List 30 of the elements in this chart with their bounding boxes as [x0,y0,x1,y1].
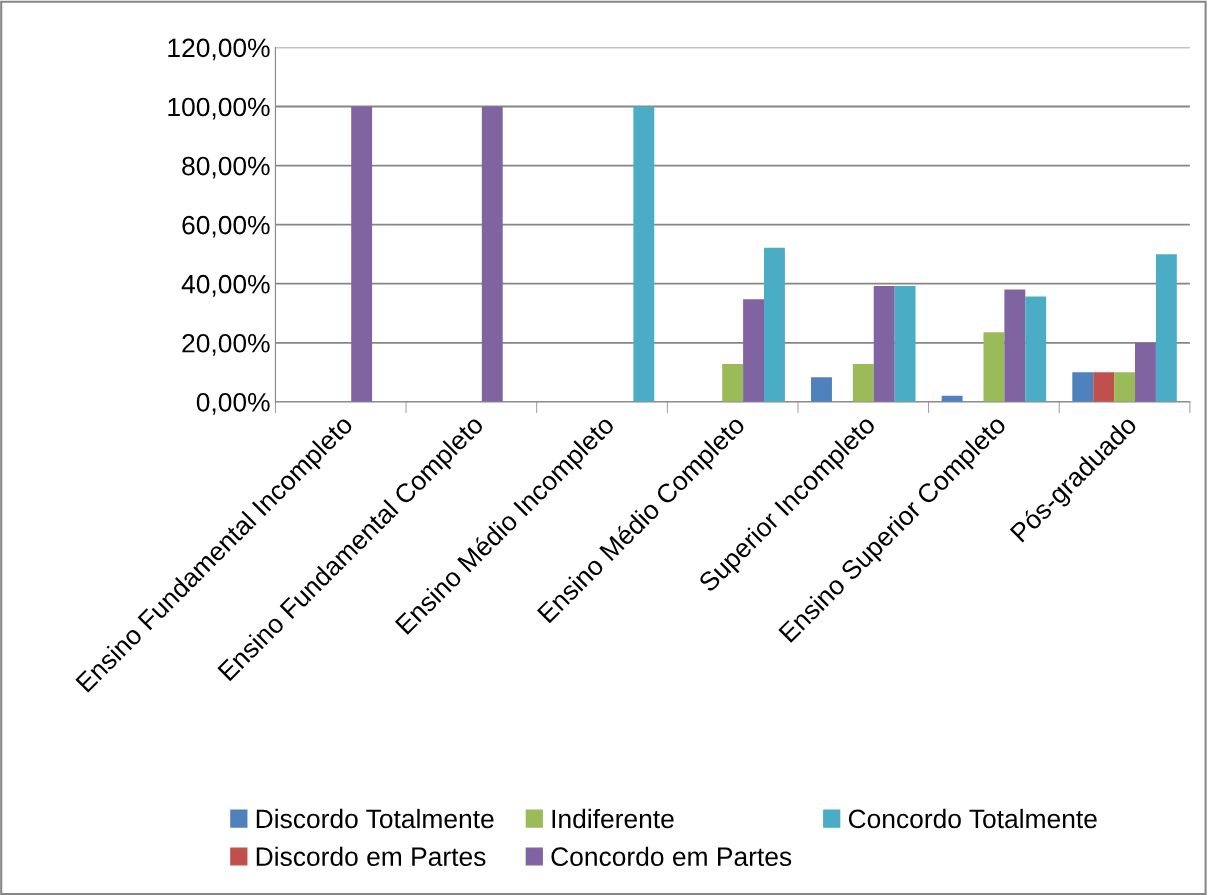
bar [1135,342,1156,402]
bar [481,106,503,402]
y-tick-label: 100,00% [168,97,270,120]
bar [894,286,916,402]
bar [873,286,895,402]
bar [1025,296,1047,402]
legend-label: Discordo Totalmente [256,808,494,829]
legend-label: Concordo em Partes [551,846,792,867]
bar [1072,372,1094,402]
bar [1155,254,1177,402]
y-tick-label: 40,00% [181,274,270,297]
bar [633,106,655,402]
bar [743,299,764,402]
bar [764,247,785,402]
bar [983,332,1005,402]
bar [852,364,874,402]
bar [1004,289,1026,402]
y-tick-label: 60,00% [182,215,270,238]
bar [1114,372,1136,402]
y-tick-label: 80,00% [182,156,270,179]
bar [722,364,744,402]
bar [351,106,373,402]
bar [1093,372,1115,402]
legend-label: Indiferente [552,808,674,829]
y-tick-label: 0,00% [196,392,270,415]
y-tick-label: 120,00% [168,38,270,61]
bar [811,377,832,402]
y-tick-label: 20,00% [182,333,270,356]
legend-label: Discordo em Partes [256,846,486,867]
legend-label: Concordo Totalmente [848,808,1097,829]
